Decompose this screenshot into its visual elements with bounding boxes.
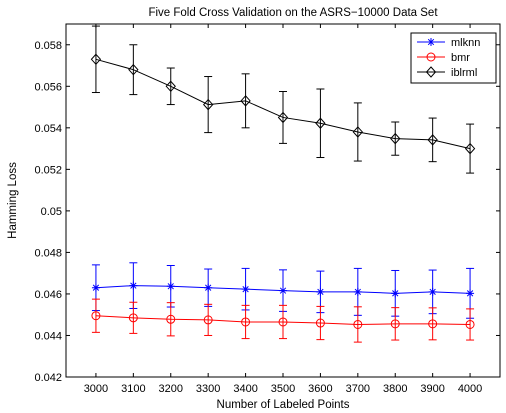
x-tick-label: 3600 — [308, 383, 332, 395]
legend-label: bmr — [451, 52, 470, 64]
x-tick-label: 4000 — [458, 383, 482, 395]
series-mlknn — [91, 262, 475, 319]
y-tick-label: 0.044 — [34, 330, 62, 342]
legend-label: mlknn — [451, 37, 480, 49]
y-tick-label: 0.042 — [34, 372, 62, 384]
x-tick-label: 3000 — [84, 383, 108, 395]
legend-label: iblrml — [451, 67, 477, 79]
asterisk-marker — [129, 281, 138, 290]
legend-box — [410, 32, 497, 84]
circle-marker — [390, 319, 400, 329]
diamond-marker — [240, 95, 251, 107]
asterisk-marker — [204, 283, 213, 292]
x-tick-label: 3800 — [383, 383, 407, 395]
y-tick-label: 0.054 — [34, 123, 62, 135]
circle-marker — [91, 311, 101, 321]
circle-marker — [166, 314, 176, 324]
series-line — [95, 315, 471, 325]
x-axis-label: Number of Labeled Points — [217, 399, 350, 411]
diamond-marker — [202, 98, 214, 111]
circle-marker — [278, 317, 288, 327]
circle-marker — [315, 318, 325, 328]
asterisk-marker — [91, 283, 100, 292]
circle-marker — [465, 319, 475, 329]
series-bmr — [91, 298, 475, 343]
circle-marker — [353, 319, 363, 329]
circle-marker — [426, 52, 436, 62]
diamond-marker — [90, 53, 102, 66]
x-tick-label: 3700 — [346, 383, 370, 395]
legend: mlknn bmr iblrml — [410, 32, 497, 84]
diamond-marker — [165, 80, 176, 93]
circle-marker — [428, 319, 438, 329]
asterisk-marker — [391, 289, 400, 298]
diamond-marker — [390, 132, 401, 145]
asterisk-marker — [166, 282, 175, 291]
chart-title: Five Fold Cross Validation on the ASRS−1… — [148, 7, 438, 19]
diamond-marker — [464, 142, 476, 155]
y-tick-label: 0.052 — [34, 164, 62, 176]
diamond-marker — [427, 134, 438, 146]
y-axis-label: Hamming Loss — [7, 162, 19, 239]
diamond-marker — [315, 117, 326, 130]
x-tick-label: 3400 — [233, 383, 257, 395]
series-line — [95, 58, 471, 150]
diamond-marker — [352, 126, 364, 138]
asterisk-marker — [428, 287, 437, 296]
y-tick-label: 0.046 — [34, 289, 62, 301]
y-tick-label: 0.05 — [41, 206, 62, 218]
circle-marker — [128, 313, 138, 323]
diamond-marker — [425, 66, 437, 78]
asterisk-marker — [427, 38, 435, 46]
x-tick-label: 3500 — [271, 383, 295, 395]
diamond-marker — [277, 111, 289, 124]
asterisk-marker — [353, 287, 362, 296]
asterisk-marker — [279, 286, 287, 295]
y-tick-label: 0.056 — [34, 81, 62, 93]
x-tick-label: 3100 — [121, 383, 145, 395]
x-tick-label: 3200 — [159, 383, 183, 395]
asterisk-marker — [241, 285, 250, 294]
y-tick-label: 0.058 — [34, 40, 62, 52]
asterisk-marker — [316, 287, 325, 296]
x-tick-label: 3900 — [420, 383, 444, 395]
series-iblrml — [90, 25, 476, 174]
y-tick-label: 0.048 — [34, 247, 62, 259]
circle-marker — [241, 317, 251, 327]
circle-marker — [203, 315, 213, 325]
diamond-marker — [128, 63, 139, 76]
asterisk-marker — [466, 289, 475, 298]
x-tick-label: 3300 — [196, 383, 220, 395]
